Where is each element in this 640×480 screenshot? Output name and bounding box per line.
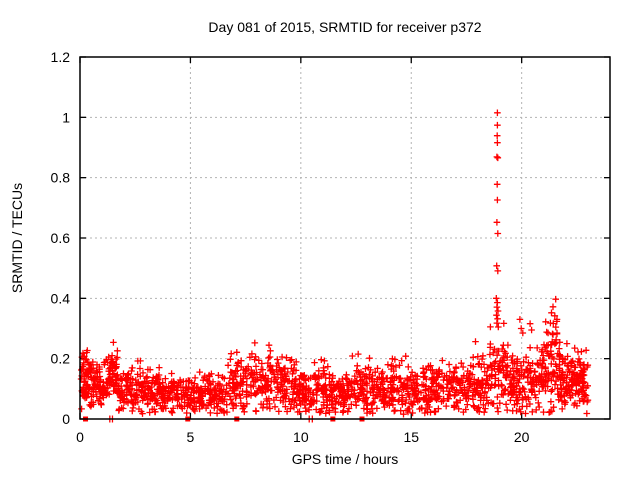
y-tick-label: 0.8 bbox=[51, 170, 71, 186]
x-tick-label: 5 bbox=[187, 429, 195, 445]
data-points bbox=[77, 109, 592, 418]
grid-layer bbox=[80, 57, 610, 419]
x-tick-label: 15 bbox=[403, 429, 419, 445]
x-tick-label: 0 bbox=[76, 429, 84, 445]
y-tick-label: 1.2 bbox=[51, 49, 71, 65]
x-axis-label: GPS time / hours bbox=[291, 451, 399, 467]
tick-labels: 0 5 10 15 20 0 0.2 0.4 0.6 0.8 1 1.2 bbox=[51, 49, 530, 445]
y-tick-label: 1 bbox=[62, 109, 70, 125]
x-tick-label: 10 bbox=[293, 429, 309, 445]
y-tick-label: 0.4 bbox=[51, 290, 71, 306]
y-tick-label: 0 bbox=[62, 411, 70, 427]
x-tick-label: 20 bbox=[514, 429, 530, 445]
y-tick-label: 0.6 bbox=[51, 230, 71, 246]
plot-border bbox=[79, 56, 611, 420]
y-tick-label: 0.2 bbox=[51, 351, 71, 367]
chart-title: Day 081 of 2015, SRMTID for receiver p37… bbox=[208, 19, 482, 35]
